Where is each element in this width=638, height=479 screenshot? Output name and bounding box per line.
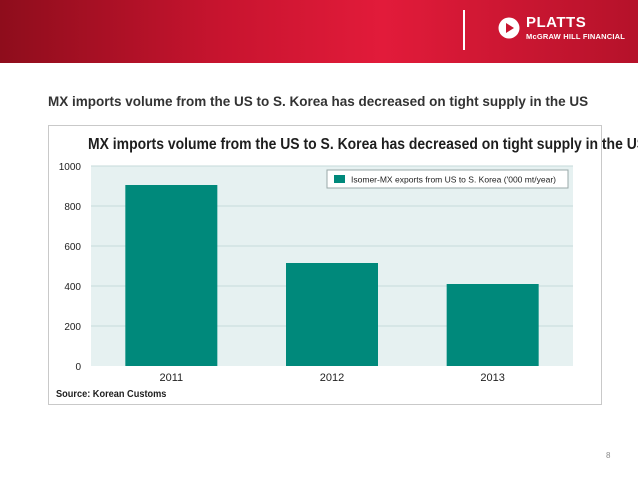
- bar-2013: [446, 284, 539, 366]
- legend-swatch: [334, 175, 345, 183]
- bar-2011: [125, 185, 218, 366]
- brand-name: PLATTS: [526, 14, 587, 31]
- bar-2012: [286, 263, 378, 366]
- source-note: Source: Korean Customs: [56, 389, 167, 400]
- platts-logo-icon: [498, 17, 520, 39]
- y-tick-label: 400: [64, 282, 81, 293]
- x-tick-label: 2012: [320, 372, 344, 384]
- banner-divider: [463, 10, 465, 50]
- legend-label: Isomer-MX exports from US to S. Korea ('…: [351, 176, 556, 185]
- y-tick-label: 1000: [59, 162, 82, 173]
- legend-box: [326, 169, 569, 189]
- y-tick-label: 0: [75, 362, 81, 373]
- x-tick-label: 2013: [480, 372, 504, 384]
- y-tick-label: 200: [64, 322, 81, 333]
- company-name: McGRAW HILL FINANCIAL: [526, 32, 626, 41]
- x-tick-label: 2011: [160, 372, 184, 384]
- y-tick-label: 800: [64, 202, 81, 213]
- page-number: 8: [606, 451, 611, 460]
- chart-title: MX imports volume from the US to S. Kore…: [88, 136, 638, 153]
- y-tick-label: 600: [64, 242, 81, 253]
- slide-title: MX imports volume from the US to S. Kore…: [48, 94, 589, 109]
- header-banner: PLATTS McGRAW HILL FINANCIAL: [0, 0, 638, 63]
